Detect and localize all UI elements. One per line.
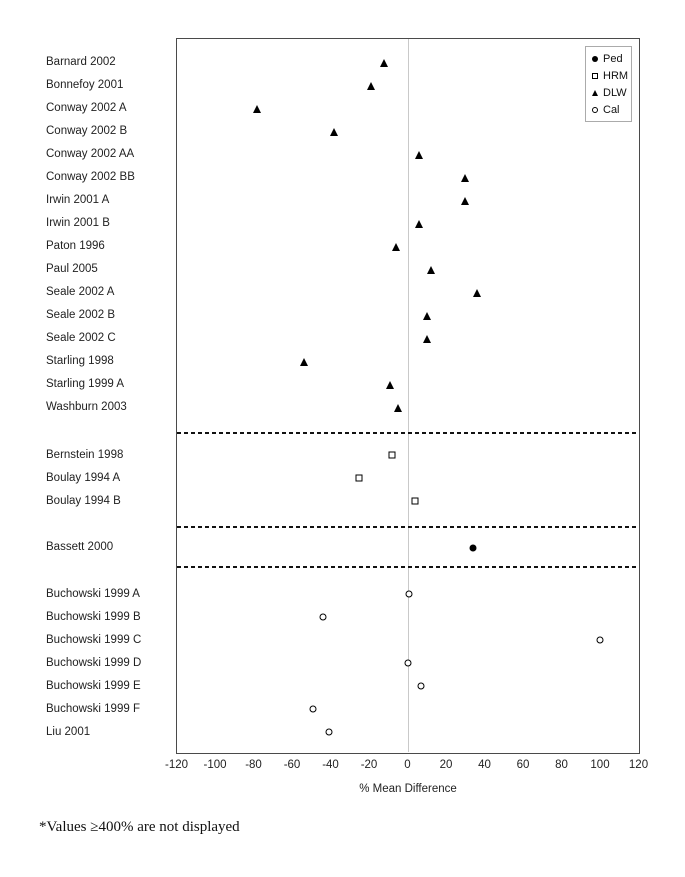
row-label: Seale 2002 B — [46, 309, 116, 321]
data-point-ped — [469, 544, 477, 551]
legend-item-dlw: DLW — [592, 85, 631, 101]
row-label: Starling 1999 A — [46, 378, 125, 390]
row-label: Boulay 1994 A — [46, 471, 121, 484]
row-label: Irwin 2001 A — [46, 194, 110, 206]
data-point-hrm — [388, 451, 396, 459]
row-label: Conway 2002 AA — [46, 148, 135, 160]
data-point-cal — [325, 728, 333, 736]
x-tick-label: -80 — [245, 759, 262, 771]
row-label: Bassett 2000 — [46, 541, 114, 553]
data-point-dlw — [461, 173, 470, 182]
x-tick-label: 0 — [404, 759, 411, 771]
data-point-dlw — [330, 127, 339, 136]
row-label: Boulay 1994 B — [46, 494, 121, 507]
data-point-cal — [309, 705, 317, 713]
x-tick-label: -40 — [322, 759, 339, 771]
data-point-dlw — [461, 196, 470, 205]
dashed-separator — [177, 432, 638, 434]
dashed-separator — [177, 565, 638, 568]
row-label: Buchowski 1999 C — [46, 633, 142, 646]
row-label: Buchowski 1999 A — [46, 587, 140, 600]
data-point-dlw — [422, 334, 431, 343]
legend-label: Cal — [603, 103, 620, 116]
row-label: Conway 2002 BB — [46, 171, 135, 183]
data-point-dlw — [393, 403, 402, 412]
data-point-dlw — [426, 265, 435, 274]
zero-reference-line — [407, 39, 409, 752]
legend: Ped HRM DLW Cal — [585, 46, 632, 122]
open-circle-icon — [592, 106, 603, 113]
data-point-dlw — [380, 58, 389, 67]
x-tick-label: 20 — [439, 759, 453, 771]
data-point-hrm — [355, 474, 363, 482]
open-square-icon — [592, 72, 603, 79]
legend-item-ped: Ped — [592, 51, 631, 67]
row-label: Seale 2002 A — [46, 286, 115, 298]
data-point-dlw — [253, 104, 262, 113]
legend-label: DLW — [603, 86, 627, 99]
filled-circle-icon — [592, 55, 603, 62]
row-label: Paul 2005 — [46, 263, 98, 275]
data-point-hrm — [411, 497, 419, 505]
x-tick-label: -60 — [283, 759, 301, 771]
data-point-cal — [417, 682, 425, 690]
row-label: Paton 1996 — [46, 240, 105, 252]
legend-label: Ped — [603, 52, 623, 65]
data-point-dlw — [472, 288, 481, 297]
x-tick-label: 60 — [516, 759, 530, 771]
x-axis-title: % Mean Difference — [359, 783, 457, 795]
data-point-cal — [405, 590, 413, 598]
data-point-dlw — [386, 380, 395, 389]
row-label: Buchowski 1999 F — [46, 702, 140, 715]
data-point-dlw — [391, 242, 400, 251]
row-label: Starling 1998 — [46, 355, 114, 367]
data-point-dlw — [366, 81, 375, 90]
data-point-dlw — [415, 150, 424, 159]
x-tick-label: -20 — [360, 759, 378, 771]
x-tick-label: -100 — [203, 759, 227, 771]
row-label: Conway 2002 B — [46, 125, 128, 137]
data-point-dlw — [299, 357, 308, 366]
row-label: Buchowski 1999 E — [46, 679, 141, 692]
x-tick-label: 80 — [555, 759, 568, 771]
x-tick-label: 120 — [628, 759, 649, 771]
x-tick-label: 40 — [478, 759, 491, 771]
row-label: Conway 2002 A — [46, 102, 127, 114]
legend-item-cal: Cal — [592, 102, 631, 118]
row-label: Bernstein 1998 — [46, 448, 124, 461]
row-label: Washburn 2003 — [46, 401, 127, 413]
row-label: Barnard 2002 — [46, 56, 116, 68]
row-label: Buchowski 1999 B — [46, 610, 141, 623]
legend-label: HRM — [603, 69, 629, 82]
row-label: Liu 2001 — [46, 725, 91, 738]
legend-item-hrm: HRM — [592, 68, 631, 84]
row-label: Seale 2002 C — [46, 332, 116, 344]
x-tick-label: 100 — [590, 759, 610, 771]
row-label: Bonnefoy 2001 — [46, 79, 124, 91]
data-point-cal — [596, 636, 604, 644]
row-label: Buchowski 1999 D — [46, 656, 142, 669]
data-point-dlw — [415, 219, 424, 228]
filled-triangle-icon — [592, 89, 603, 96]
x-tick-label: -120 — [164, 759, 189, 771]
dashed-separator — [177, 526, 638, 528]
footnote: *Values ≥400% are not displayed — [39, 819, 240, 835]
data-point-dlw — [422, 311, 431, 320]
data-point-cal — [319, 613, 327, 621]
data-point-cal — [404, 659, 411, 667]
row-label: Irwin 2001 B — [46, 217, 110, 229]
